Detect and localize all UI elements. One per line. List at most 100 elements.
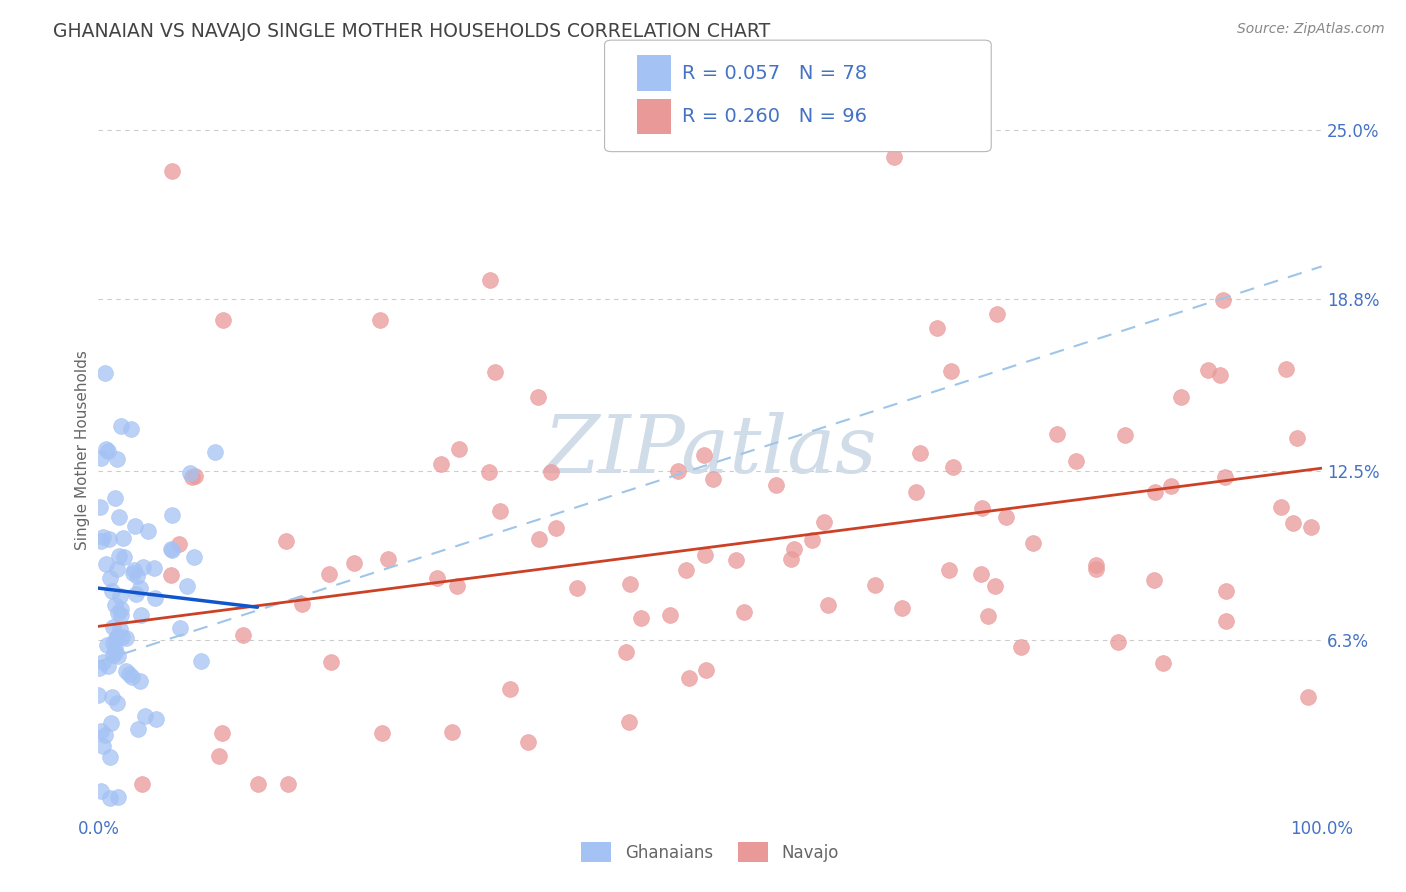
Point: [977, 608, 1000, 623]
Point: [817, 598, 839, 612]
Point: [441, 725, 464, 739]
Point: [101, 648, 124, 662]
Point: [89, 500, 111, 515]
Point: [321, 655, 343, 669]
Point: [540, 465, 562, 479]
Text: Source: ZipAtlas.com: Source: ZipAtlas.com: [1237, 22, 1385, 37]
Point: [96, 442, 118, 456]
Point: [97, 659, 120, 673]
Point: [478, 273, 501, 287]
Point: [1084, 558, 1107, 572]
Point: [1085, 562, 1108, 576]
Point: [160, 543, 183, 558]
Point: [108, 589, 131, 603]
Point: [1275, 361, 1298, 376]
Point: [986, 307, 1008, 321]
Point: [343, 557, 366, 571]
Point: [1066, 454, 1088, 468]
Point: [370, 313, 392, 327]
Point: [104, 640, 127, 655]
Point: [527, 390, 550, 404]
Point: [619, 577, 641, 591]
Point: [160, 568, 183, 582]
Text: ZIPatlas: ZIPatlas: [543, 412, 877, 489]
Point: [211, 726, 233, 740]
Point: [125, 587, 148, 601]
Point: [970, 500, 993, 515]
Point: [925, 321, 948, 335]
Point: [1209, 368, 1232, 382]
Point: [617, 715, 640, 730]
Point: [274, 534, 297, 549]
Point: [1046, 426, 1069, 441]
Point: [693, 448, 716, 462]
Point: [516, 735, 538, 749]
Point: [118, 667, 141, 681]
Point: [107, 561, 129, 575]
Point: [136, 524, 159, 538]
Point: [160, 164, 183, 178]
Point: [90, 451, 112, 466]
Point: [984, 579, 1007, 593]
Point: [1152, 657, 1174, 671]
Point: [104, 598, 127, 612]
Point: [98, 791, 121, 805]
Point: [107, 790, 129, 805]
Point: [1215, 614, 1237, 628]
Point: [128, 582, 150, 596]
Point: [121, 670, 143, 684]
Point: [377, 552, 399, 566]
Point: [675, 563, 697, 577]
Point: [94, 557, 117, 571]
Point: [89, 784, 111, 798]
Point: [246, 777, 269, 791]
Point: [108, 510, 131, 524]
Point: [129, 608, 152, 623]
Point: [180, 469, 202, 483]
Point: [1213, 470, 1236, 484]
Point: [614, 645, 637, 659]
Point: [208, 749, 231, 764]
Point: [111, 531, 134, 545]
Point: [120, 422, 142, 436]
Point: [145, 712, 167, 726]
Point: [477, 465, 499, 479]
Point: [104, 491, 127, 505]
Point: [122, 566, 145, 580]
Point: [105, 630, 128, 644]
Point: [176, 578, 198, 592]
Point: [1301, 519, 1323, 533]
Point: [115, 664, 138, 678]
Point: [107, 606, 129, 620]
Point: [131, 777, 153, 791]
Point: [544, 521, 567, 535]
Point: [938, 563, 960, 577]
Point: [110, 419, 132, 434]
Point: [939, 364, 962, 378]
Text: R = 0.057   N = 78: R = 0.057 N = 78: [682, 63, 868, 83]
Point: [93, 728, 115, 742]
Point: [724, 553, 747, 567]
Point: [447, 442, 470, 457]
Point: [678, 672, 700, 686]
Point: [693, 548, 716, 562]
Point: [695, 664, 717, 678]
Point: [115, 632, 138, 646]
Point: [105, 696, 128, 710]
Point: [107, 649, 129, 664]
Point: [90, 723, 112, 738]
Point: [108, 622, 131, 636]
Point: [190, 654, 212, 668]
Point: [89, 661, 111, 675]
Point: [1144, 484, 1167, 499]
Point: [134, 709, 156, 723]
Point: [970, 566, 993, 581]
Point: [1296, 690, 1319, 705]
Point: [124, 519, 146, 533]
Point: [370, 726, 392, 740]
Point: [1160, 479, 1182, 493]
Text: GHANAIAN VS NAVAJO SINGLE MOTHER HOUSEHOLDS CORRELATION CHART: GHANAIAN VS NAVAJO SINGLE MOTHER HOUSEHO…: [53, 22, 770, 41]
Point: [98, 749, 121, 764]
Point: [883, 150, 905, 164]
Point: [183, 549, 205, 564]
